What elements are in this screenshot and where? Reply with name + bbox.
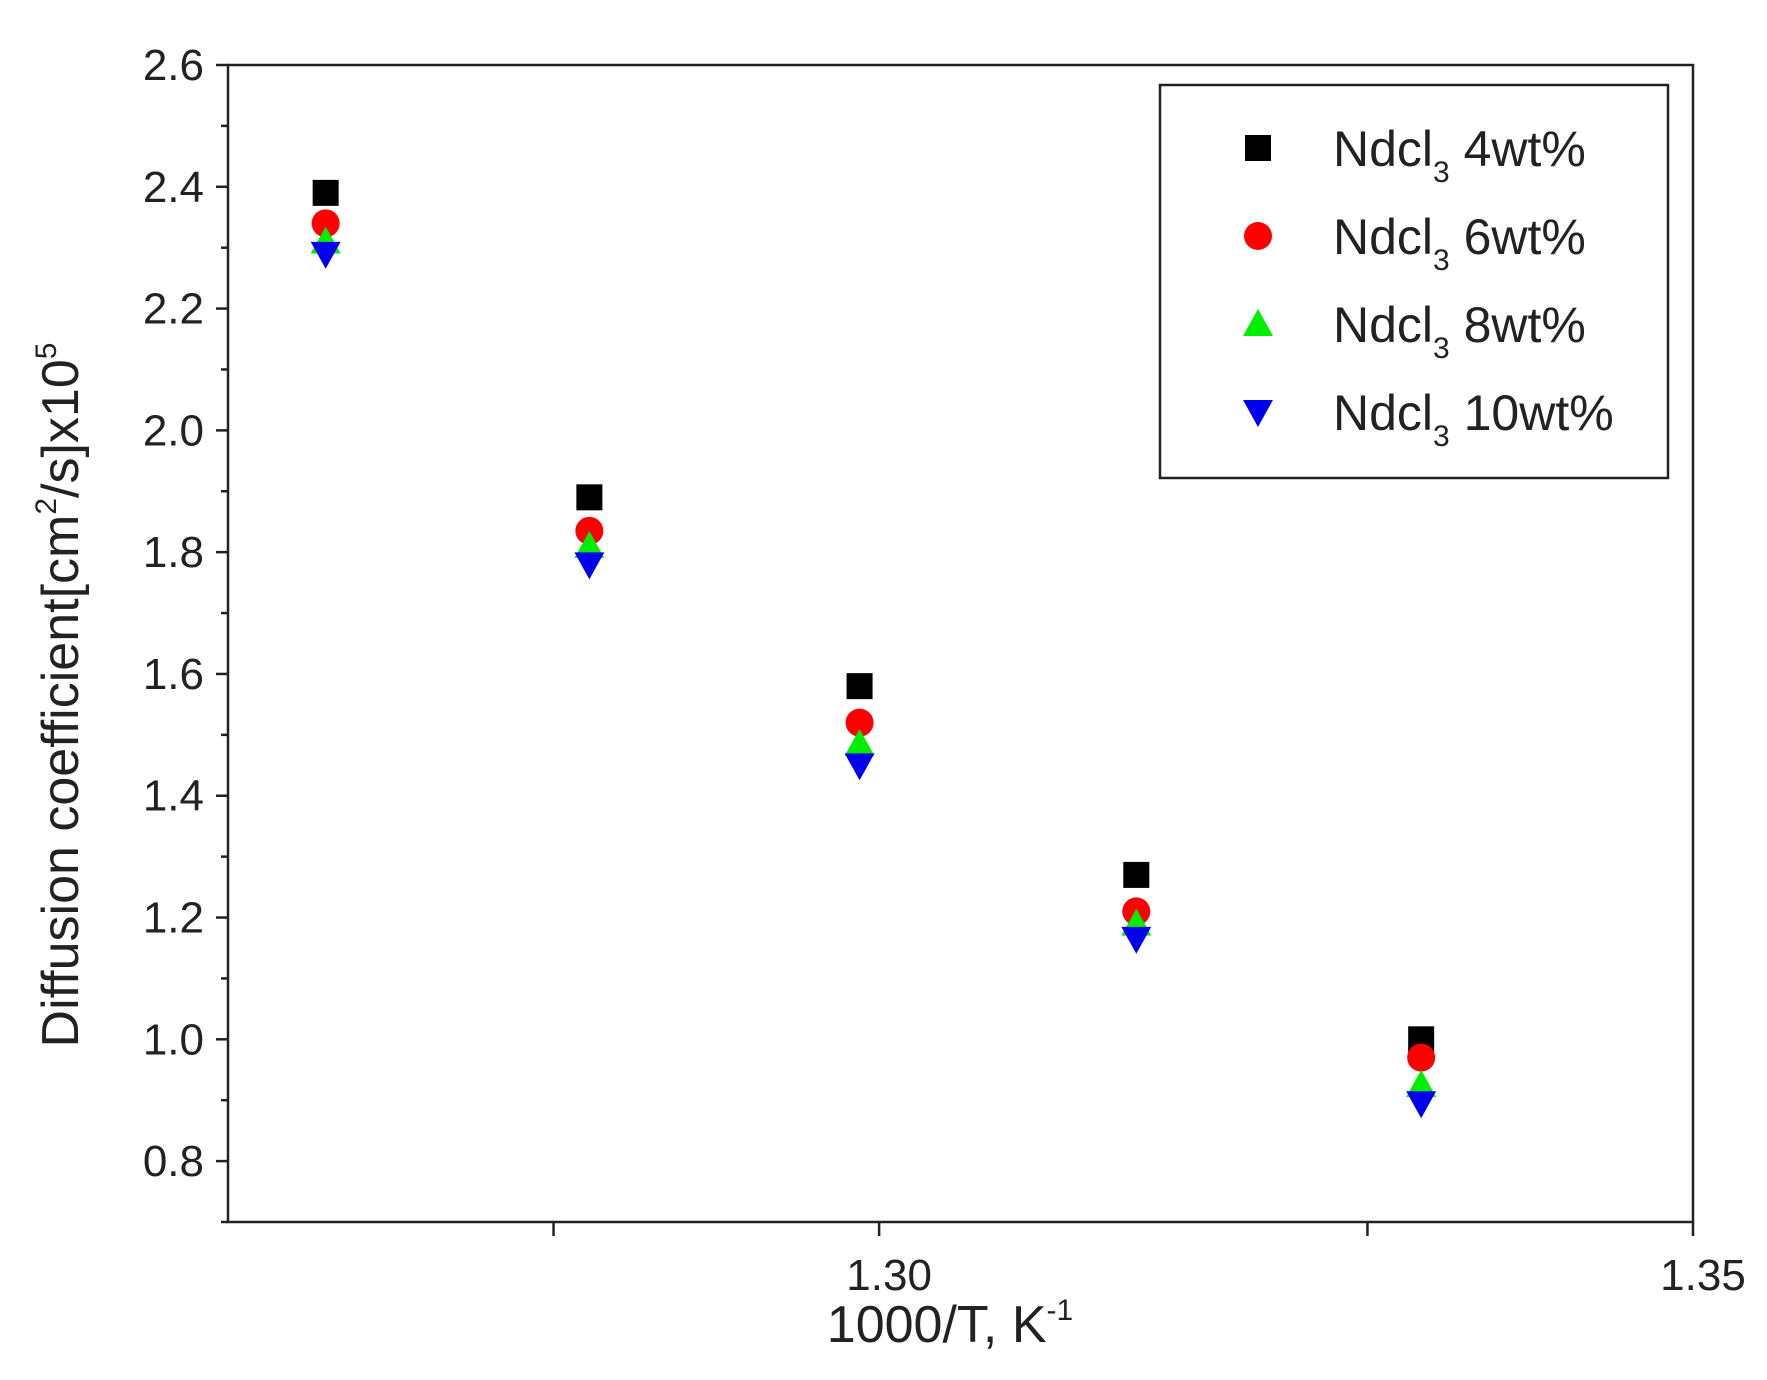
legend-marker xyxy=(1244,222,1272,250)
data-point xyxy=(311,209,340,238)
y-axis-title: Diffusion coefficient[cm2/s]x105 xyxy=(30,343,90,1048)
legend-item: Ndcl3 10wt% xyxy=(1243,385,1614,453)
legend-label-tail: 6wt% xyxy=(1450,209,1586,265)
data-point xyxy=(310,241,341,269)
series-6wtpct xyxy=(311,209,1436,1072)
legend-item: Ndcl3 6wt% xyxy=(1244,209,1586,277)
series-10wtpct xyxy=(310,241,1437,1119)
legend-label-sub: 3 xyxy=(1433,420,1450,453)
series-4wtpct xyxy=(312,179,1435,1053)
y-axis-title-part2: /s]x10 xyxy=(32,359,90,498)
data-point xyxy=(574,531,605,559)
x-axis-title: 1000/T, K-1 xyxy=(827,1294,1073,1354)
y-tick-label: 1.4 xyxy=(143,772,204,821)
y-tick-label: 0.8 xyxy=(143,1137,204,1186)
plot-area xyxy=(226,63,1695,1224)
data-point xyxy=(845,708,874,737)
legend-label: Ndcl3 10wt% xyxy=(1333,385,1614,453)
y-tick-label: 2.4 xyxy=(143,163,204,212)
y-axis: 0.8 1.0 1.2 1.4 1.6 1.8 2.0 2.2 2.4 2.6 xyxy=(143,41,228,1224)
legend-marker xyxy=(1245,135,1271,161)
y-tick-label: 2.2 xyxy=(143,285,204,334)
legend-marker xyxy=(1243,400,1273,427)
x-tick-label: 1.30 xyxy=(846,1251,932,1300)
y-axis-title-sup1: 2 xyxy=(30,498,63,515)
y-tick-label: 1.8 xyxy=(143,528,204,577)
legend-label: Ndcl3 4wt% xyxy=(1333,121,1586,189)
legend: Ndcl3 4wt%Ndcl3 6wt%Ndcl3 8wt%Ndcl3 10wt… xyxy=(1158,83,1670,480)
data-point xyxy=(1407,1043,1436,1072)
legend-label: Ndcl3 8wt% xyxy=(1333,297,1586,365)
legend-box xyxy=(1158,83,1670,480)
data-point xyxy=(844,729,875,756)
data-point xyxy=(1121,926,1152,954)
data-point xyxy=(844,753,875,781)
y-tick-label: 2.6 xyxy=(143,41,204,90)
legend-label-main: Ndcl xyxy=(1333,121,1433,177)
legend-label-tail: 8wt% xyxy=(1450,297,1586,353)
legend-item: Ndcl3 4wt% xyxy=(1245,121,1586,189)
y-axis-title-sup2: 5 xyxy=(30,343,63,360)
legend-label-sub: 3 xyxy=(1433,156,1450,189)
legend-label: Ndcl3 6wt% xyxy=(1333,209,1586,277)
plot-frame xyxy=(226,63,1695,1224)
x-tick-label: 1.35 xyxy=(1660,1251,1746,1300)
y-tick-label: 1.2 xyxy=(143,894,204,943)
x-axis-title-main: 1000/T, K xyxy=(827,1296,1047,1354)
data-point xyxy=(574,552,605,580)
legend-label-main: Ndcl xyxy=(1333,385,1433,441)
y-tick-label: 1.6 xyxy=(143,650,204,699)
legend-label-tail: 10wt% xyxy=(1450,385,1614,441)
data-points xyxy=(310,179,1437,1119)
y-axis-title-part1: Diffusion coefficient[cm xyxy=(32,515,90,1048)
data-point xyxy=(576,484,603,511)
legend-label-main: Ndcl xyxy=(1333,209,1433,265)
legend-item: Ndcl3 8wt% xyxy=(1243,297,1586,365)
y-tick-label: 1.0 xyxy=(143,1015,204,1064)
legend-marker xyxy=(1243,309,1273,336)
data-point xyxy=(846,673,873,700)
data-point xyxy=(1406,1070,1437,1097)
data-point xyxy=(1123,861,1150,888)
data-point xyxy=(312,179,339,206)
legend-label-main: Ndcl xyxy=(1333,297,1433,353)
data-point xyxy=(1406,1091,1437,1119)
data-point xyxy=(575,516,604,545)
x-axis: 1.30 1.35 xyxy=(552,1222,1746,1300)
legend-label-tail: 4wt% xyxy=(1450,121,1586,177)
legend-label-sub: 3 xyxy=(1433,332,1450,365)
y-tick-label: 2.0 xyxy=(143,406,204,455)
x-axis-title-sup: -1 xyxy=(1047,1294,1074,1327)
legend-label-sub: 3 xyxy=(1433,244,1450,277)
